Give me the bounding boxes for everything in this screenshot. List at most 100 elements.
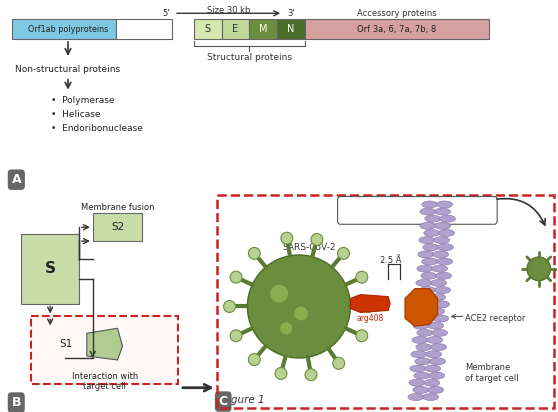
Text: 5': 5' — [162, 9, 170, 18]
Text: ACE2 receptor: ACE2 receptor — [465, 314, 526, 323]
Text: Asn90: Asn90 — [409, 304, 433, 313]
Ellipse shape — [428, 386, 444, 393]
Polygon shape — [405, 289, 437, 326]
Bar — [21, 234, 79, 304]
Ellipse shape — [430, 294, 446, 301]
Ellipse shape — [435, 222, 450, 229]
Text: Size 30 kb: Size 30 kb — [207, 6, 250, 15]
Circle shape — [230, 330, 242, 342]
Ellipse shape — [434, 236, 450, 243]
Circle shape — [224, 300, 235, 312]
Text: RBD: RBD — [95, 342, 112, 351]
FancyBboxPatch shape — [338, 197, 497, 224]
Text: 3': 3' — [287, 9, 295, 18]
Text: arg408: arg408 — [357, 314, 384, 323]
Ellipse shape — [420, 287, 436, 293]
Circle shape — [356, 271, 368, 283]
Ellipse shape — [429, 308, 445, 315]
Ellipse shape — [437, 258, 453, 265]
Text: S: S — [45, 261, 56, 276]
Ellipse shape — [432, 315, 449, 322]
Ellipse shape — [423, 393, 439, 400]
Text: Membrane
of target cell: Membrane of target cell — [465, 363, 519, 383]
Circle shape — [311, 234, 323, 246]
Ellipse shape — [428, 322, 444, 329]
Ellipse shape — [424, 379, 440, 386]
Ellipse shape — [421, 272, 437, 279]
Circle shape — [281, 232, 293, 244]
Text: Structural proteins: Structural proteins — [207, 53, 292, 62]
Polygon shape — [87, 328, 123, 360]
Circle shape — [527, 257, 551, 281]
Ellipse shape — [425, 365, 441, 372]
Ellipse shape — [416, 344, 432, 351]
Polygon shape — [350, 295, 390, 312]
Ellipse shape — [427, 337, 442, 344]
Text: M: M — [259, 24, 267, 34]
Ellipse shape — [417, 329, 432, 336]
Ellipse shape — [440, 215, 455, 222]
Text: Accessory proteins: Accessory proteins — [357, 9, 437, 18]
Ellipse shape — [435, 208, 450, 215]
Ellipse shape — [408, 393, 424, 400]
Ellipse shape — [417, 265, 432, 272]
Text: A: A — [12, 173, 21, 186]
Circle shape — [338, 248, 349, 259]
Circle shape — [247, 255, 350, 358]
Circle shape — [270, 285, 288, 302]
Text: SARS-CoV-2: SARS-CoV-2 — [282, 243, 335, 252]
Text: •  Endoribonuclease: • Endoribonuclease — [51, 124, 143, 133]
Ellipse shape — [432, 265, 448, 272]
Circle shape — [333, 357, 345, 369]
Ellipse shape — [422, 258, 437, 265]
Circle shape — [230, 271, 242, 283]
Ellipse shape — [437, 244, 454, 251]
Text: Figure 1: Figure 1 — [222, 395, 264, 405]
Bar — [222, 19, 249, 39]
Text: Entry intro cell: Entry intro cell — [383, 206, 450, 215]
Text: Interaction with
target cell: Interaction with target cell — [71, 372, 138, 391]
Text: Membrane fusion: Membrane fusion — [81, 203, 155, 212]
Ellipse shape — [413, 322, 429, 329]
Circle shape — [280, 322, 292, 334]
Ellipse shape — [420, 222, 436, 229]
Ellipse shape — [416, 279, 432, 286]
Circle shape — [356, 330, 368, 342]
Bar — [93, 213, 142, 241]
Ellipse shape — [425, 215, 441, 222]
Text: S: S — [205, 24, 211, 34]
Ellipse shape — [436, 272, 451, 279]
Ellipse shape — [437, 201, 453, 208]
Ellipse shape — [424, 229, 440, 236]
Ellipse shape — [415, 358, 431, 365]
Bar — [249, 19, 277, 39]
Circle shape — [305, 369, 317, 381]
Ellipse shape — [435, 287, 450, 293]
Ellipse shape — [432, 251, 449, 258]
Ellipse shape — [418, 251, 434, 258]
Circle shape — [248, 248, 260, 259]
Text: •  Polymerase: • Polymerase — [51, 96, 114, 105]
Bar — [116, 19, 172, 39]
Ellipse shape — [409, 379, 425, 386]
Text: 2.5 Å: 2.5 Å — [380, 256, 402, 265]
Text: Orf 3a, 6, 7a, 7b, 8: Orf 3a, 6, 7a, 7b, 8 — [358, 25, 437, 34]
Text: Non-structural proteins: Non-structural proteins — [16, 65, 121, 74]
Bar — [305, 19, 489, 39]
Bar — [194, 19, 222, 39]
Ellipse shape — [419, 236, 435, 243]
Ellipse shape — [414, 308, 430, 315]
Circle shape — [275, 368, 287, 379]
Ellipse shape — [410, 365, 426, 372]
Ellipse shape — [429, 372, 445, 379]
Circle shape — [248, 353, 260, 365]
Ellipse shape — [420, 208, 436, 215]
Ellipse shape — [431, 344, 446, 351]
Text: S2: S2 — [111, 222, 124, 232]
Ellipse shape — [423, 244, 439, 251]
Ellipse shape — [426, 351, 441, 358]
Ellipse shape — [422, 201, 437, 208]
Bar — [217, 194, 554, 407]
Circle shape — [294, 307, 308, 321]
Ellipse shape — [418, 315, 434, 322]
